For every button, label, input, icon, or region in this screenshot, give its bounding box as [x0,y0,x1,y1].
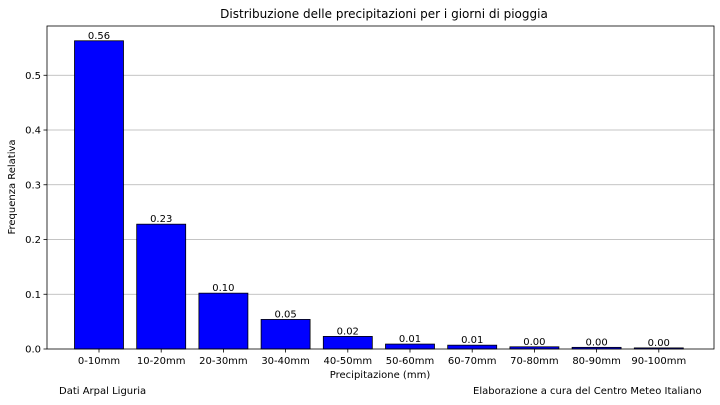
x-tick-label: 50-60mm [386,356,435,367]
bar-10-20mm [136,223,187,350]
y-tick-label: 0.5 [25,71,41,82]
x-ticks: 0-10mm 10-20mm 20-30mm 30-40mm 40-50mm 50-60m… [78,349,686,367]
plot-frame [46,25,715,350]
data-source-note: Dati Arpal Liguria [59,386,147,397]
y-tick-label: 0.3 [25,180,41,191]
y-tick-label: 0.4 [25,126,41,137]
data-label: 0.10 [212,283,234,294]
y-tick-label: 0.0 [25,345,41,356]
data-label: 0.00 [585,337,607,348]
bar-20-30mm [198,292,249,350]
x-axis-label: Precipitazione (mm) [330,370,431,381]
x-tick-label: 20-30mm [199,356,248,367]
x-tick-label: 60-70mm [448,356,497,367]
bar-40-50mm [322,336,373,350]
data-label: 0.01 [399,334,421,345]
x-tick-label: 0-10mm [78,356,120,367]
data-label: 0.01 [461,335,483,346]
y-axis-label: Frequenza Relativa [7,139,18,234]
data-label: 0.56 [88,31,110,42]
bar-0-10mm [74,40,124,350]
chart-title: Distribuzione delle precipitazioni per i… [220,7,548,21]
data-label: 0.00 [523,337,545,348]
y-tick-label: 0.1 [25,290,41,301]
bars [74,40,684,350]
data-label: 0.05 [274,309,296,320]
data-label: 0.00 [648,338,670,349]
x-tick-label: 90-100mm [631,356,686,367]
data-labels: 0.56 0.23 0.10 0.05 0.02 0.01 0.01 0.00 0.00 0.00 [88,31,670,349]
x-tick-label: 30-40mm [261,356,310,367]
bar-30-40mm [260,319,311,350]
credit-note: Elaborazione a cura del Centro Meteo Ita… [473,386,702,397]
x-tick-label: 10-20mm [137,356,186,367]
y-ticks: 0.0 0.1 0.2 0.3 0.4 0.5 [25,71,47,356]
x-tick-label: 70-80mm [510,356,559,367]
data-label: 0.02 [337,326,359,337]
x-tick-label: 40-50mm [324,356,373,367]
data-label: 0.23 [150,214,172,225]
y-tick-label: 0.2 [25,235,41,246]
x-tick-label: 80-90mm [572,356,621,367]
